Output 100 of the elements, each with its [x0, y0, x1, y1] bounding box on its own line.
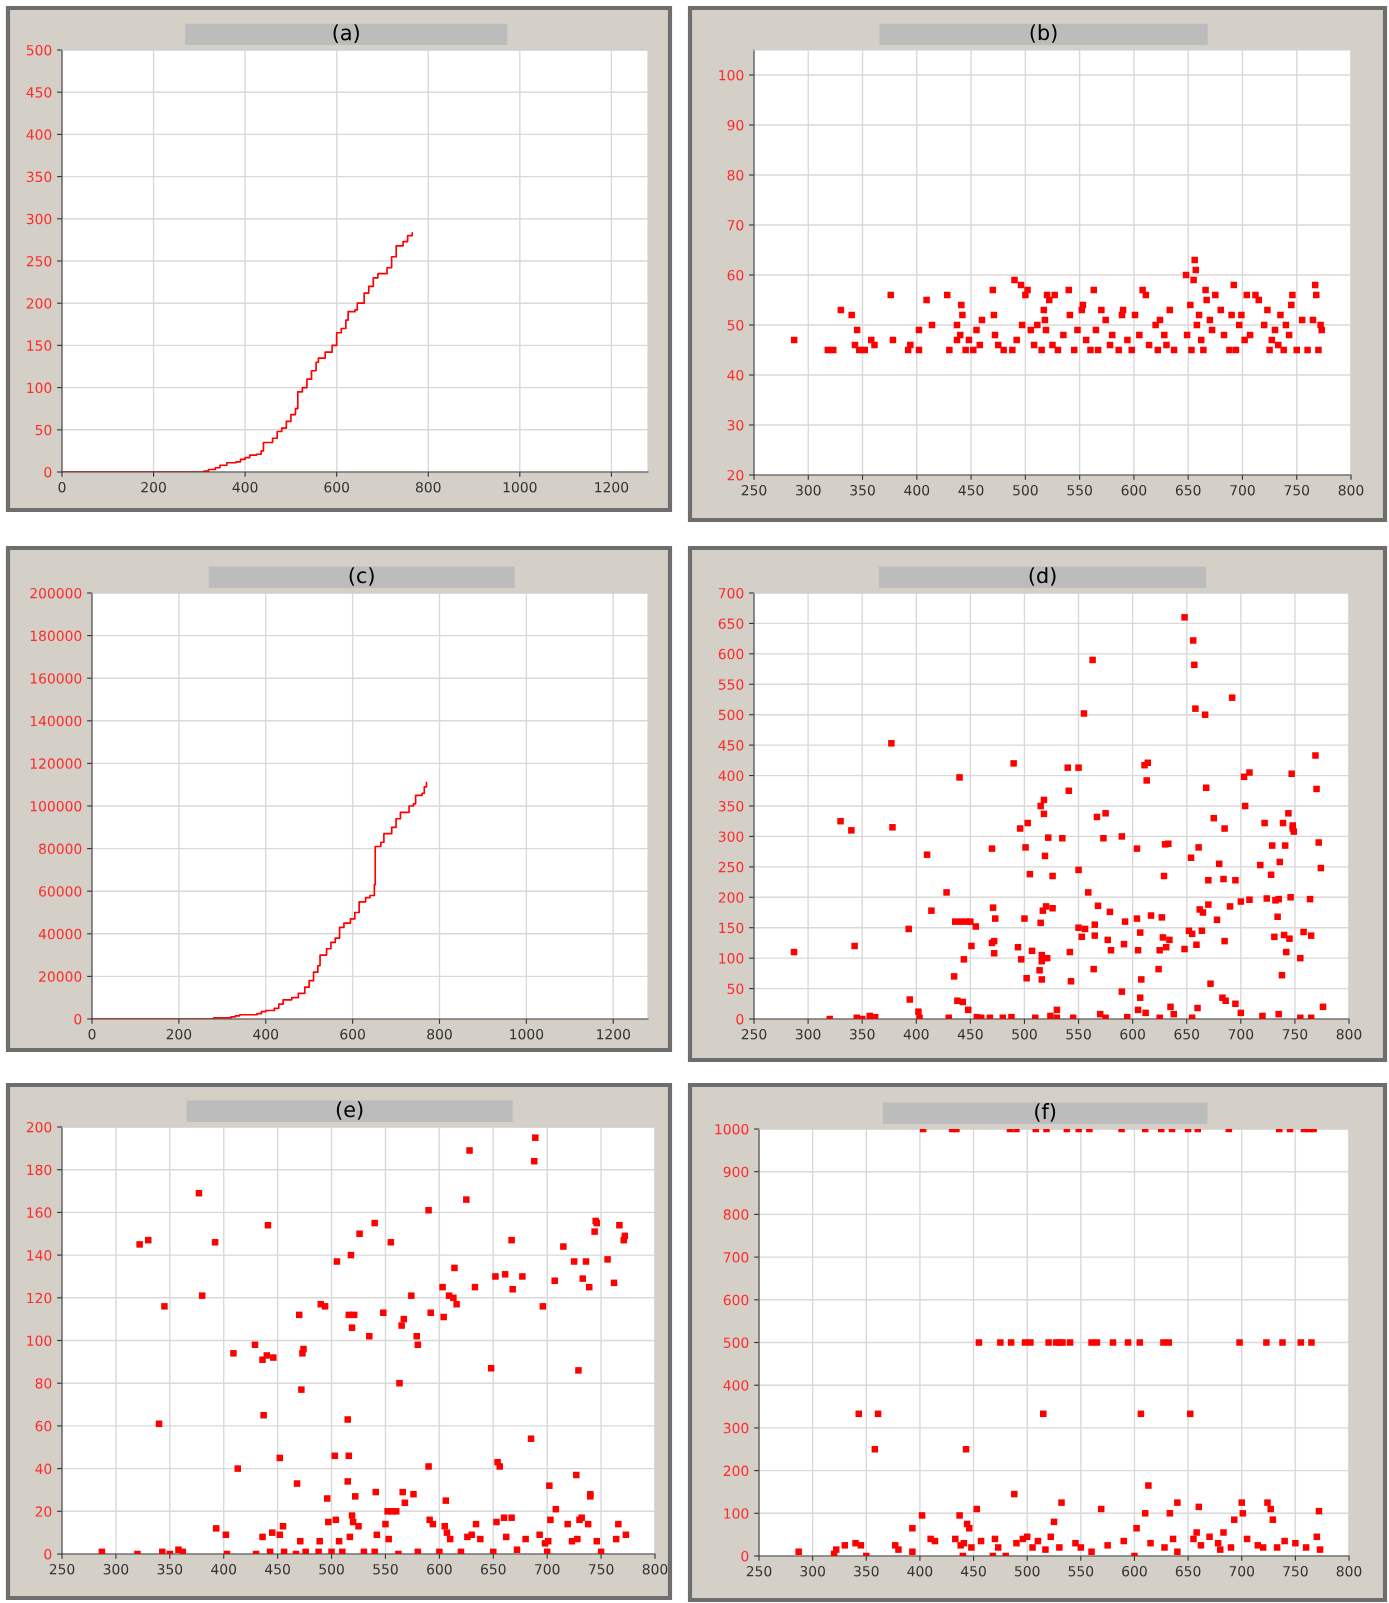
y-tick-label: 600 — [723, 1294, 749, 1306]
x-tick-label: 350 — [849, 1028, 875, 1040]
y-tick-label: 700 — [723, 1252, 749, 1263]
x-tick-label: 450 — [265, 1563, 290, 1575]
y-tick-label: 60000 — [39, 886, 82, 897]
y-tick-label: 500 — [723, 1337, 749, 1348]
x-tick-label: 750 — [1283, 1565, 1308, 1577]
y-tick-label: 70 — [727, 219, 744, 231]
x-tick-label: 250 — [746, 1565, 772, 1577]
y-tick-label: 0 — [44, 466, 52, 478]
y-tick-label: 350 — [26, 171, 52, 183]
y-tick-label: 200 — [723, 1465, 749, 1477]
chart-title: (e) — [336, 1101, 363, 1120]
y-tick-label: 500 — [718, 709, 744, 721]
x-tick-label: 650 — [1175, 1565, 1201, 1577]
y-tick-label: 150 — [719, 922, 744, 934]
y-tick-label: 400 — [718, 770, 744, 782]
y-tick-label: 100 — [27, 382, 52, 394]
x-tick-label: 800 — [427, 1028, 452, 1040]
x-tick-label: 400 — [211, 1563, 237, 1575]
y-tick-label: 300 — [723, 1422, 749, 1434]
y-tick-label: 160000 — [30, 673, 82, 684]
x-tick-label: 500 — [319, 1563, 344, 1575]
y-tick-label: 50 — [727, 983, 744, 995]
x-tick-label: 200 — [166, 1028, 192, 1040]
x-tick-label: 700 — [535, 1563, 560, 1575]
y-tick-label: 80 — [35, 1378, 52, 1389]
x-tick-label: 700 — [1230, 484, 1255, 496]
chart-title: (f) — [1035, 1103, 1056, 1122]
y-tick-label: 0 — [741, 1550, 749, 1562]
y-tick-label: 500 — [26, 44, 52, 56]
x-tick-label: 500 — [1012, 1028, 1037, 1040]
x-tick-label: 500 — [1015, 1565, 1040, 1577]
x-tick-label: 750 — [1284, 484, 1310, 496]
x-tick-label: 800 — [1336, 1028, 1362, 1040]
y-tick-label: 140 — [27, 1250, 52, 1261]
x-tick-label: 400 — [232, 481, 258, 493]
y-tick-label: 400 — [723, 1380, 749, 1391]
x-tick-label: 400 — [907, 1565, 933, 1577]
y-tick-label: 1000 — [715, 1123, 749, 1135]
y-tick-label: 300 — [718, 831, 744, 842]
chart-title: (a) — [333, 24, 359, 43]
y-tick-label: 200000 — [30, 587, 82, 599]
y-tick-label: 400 — [26, 129, 52, 140]
y-tick-label: 30 — [727, 419, 744, 431]
y-tick-label: 50 — [35, 424, 52, 436]
x-tick-label: 450 — [960, 1565, 986, 1577]
x-tick-label: 750 — [588, 1563, 614, 1575]
x-tick-label: 450 — [957, 1028, 983, 1040]
x-tick-label: 450 — [958, 484, 984, 496]
x-tick-label: 650 — [1175, 484, 1201, 496]
x-tick-label: 1000 — [510, 1028, 544, 1040]
y-tick-label: 180000 — [30, 630, 82, 642]
x-tick-label: 600 — [1122, 1565, 1147, 1577]
y-tick-label: 40 — [727, 369, 744, 381]
y-tick-label: 120000 — [30, 758, 82, 769]
y-tick-label: 200 — [26, 1121, 52, 1133]
y-tick-label: 90 — [727, 119, 744, 131]
x-tick-label: 500 — [1013, 484, 1038, 496]
y-tick-label: 0 — [44, 1548, 52, 1560]
x-tick-label: 650 — [1174, 1028, 1200, 1040]
x-tick-label: 550 — [1068, 1565, 1094, 1577]
y-tick-label: 50 — [727, 319, 744, 331]
y-tick-label: 200 — [26, 298, 52, 309]
x-tick-label: 650 — [480, 1563, 506, 1575]
x-tick-label: 750 — [1282, 1028, 1308, 1040]
y-tick-label: 900 — [723, 1166, 749, 1178]
x-tick-label: 350 — [850, 484, 875, 496]
y-tick-label: 20000 — [39, 971, 82, 982]
x-tick-label: 350 — [157, 1563, 183, 1575]
x-tick-label: 600 — [340, 1028, 365, 1040]
y-tick-label: 300 — [26, 213, 52, 225]
x-tick-label: 1000 — [503, 481, 537, 493]
y-tick-label: 0 — [74, 1013, 82, 1025]
chart-title: (c) — [349, 567, 374, 586]
y-tick-label: 60 — [727, 269, 744, 281]
y-tick-label: 700 — [718, 587, 744, 599]
y-tick-label: 0 — [736, 1013, 744, 1025]
x-tick-label: 400 — [903, 1028, 929, 1040]
x-tick-label: 550 — [1067, 484, 1092, 496]
y-tick-label: 350 — [718, 800, 744, 812]
x-tick-label: 300 — [796, 484, 821, 496]
y-tick-label: 800 — [723, 1209, 749, 1220]
x-tick-label: 550 — [373, 1563, 398, 1575]
x-tick-label: 600 — [1121, 484, 1147, 496]
y-tick-label: 100000 — [30, 800, 82, 812]
y-tick-label: 40000 — [38, 928, 82, 940]
y-tick-label: 150 — [27, 340, 52, 351]
x-tick-label: 1200 — [595, 481, 629, 493]
y-tick-label: 200 — [718, 892, 744, 903]
y-tick-label: 100 — [724, 1508, 749, 1519]
x-tick-label: 200 — [141, 481, 166, 493]
y-tick-label: 120 — [27, 1292, 52, 1304]
x-tick-label: 300 — [800, 1565, 825, 1577]
x-tick-label: 800 — [1336, 1565, 1362, 1577]
y-tick-label: 250 — [718, 861, 744, 873]
y-tick-label: 600 — [718, 648, 744, 660]
x-tick-label: 400 — [253, 1028, 279, 1040]
y-tick-label: 80000 — [39, 843, 82, 855]
x-tick-label: 300 — [795, 1028, 821, 1040]
